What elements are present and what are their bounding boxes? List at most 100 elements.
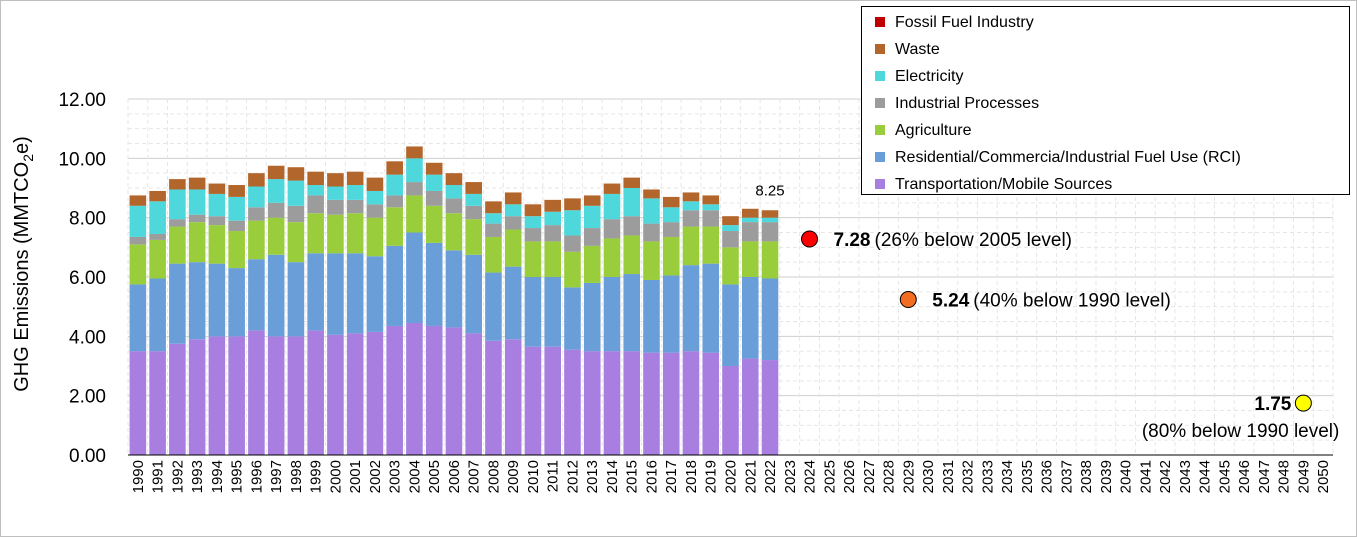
bar-segment: [504, 266, 522, 340]
bar-segment: [722, 366, 739, 455]
x-tick-label: 2017: [663, 460, 680, 493]
x-tick-label: 2031: [940, 460, 957, 493]
bar-stack-2021: [741, 208, 759, 455]
legend-box: [861, 6, 1350, 195]
bar-segment: [267, 179, 285, 203]
bar-segment: [188, 262, 206, 340]
bar-segment: [544, 211, 562, 226]
bar-segment: [564, 198, 581, 211]
bar-segment: [366, 256, 384, 332]
bar-segment: [425, 205, 443, 243]
x-tick-label: 2036: [1039, 460, 1056, 493]
target-note: (26% below 2005 level): [875, 230, 1073, 251]
x-tick-label: 2022: [762, 460, 779, 493]
stacked-bars: [129, 146, 779, 455]
bar-segment: [129, 195, 147, 206]
bar-segment: [603, 277, 621, 352]
x-tick-label: 2035: [1019, 460, 1036, 493]
legend: Fossil Fuel Industry Waste Electricity Indu…: [861, 6, 1350, 195]
bar-segment: [287, 167, 305, 181]
bar-segment: [662, 222, 680, 237]
bar-segment: [386, 174, 403, 196]
bar-segment: [465, 333, 482, 455]
x-tick-label: 2009: [505, 460, 522, 493]
bar-segment: [307, 253, 324, 331]
bar-segment: [643, 279, 660, 353]
bar-segment: [445, 185, 463, 199]
bar-segment: [603, 219, 621, 239]
target-annotation: 5.24 (40% below 1990 level): [932, 291, 1171, 312]
bar-segment: [741, 222, 759, 242]
bar-stack-2002: [366, 177, 384, 455]
bar-segment: [524, 228, 542, 242]
bar-segment: [682, 351, 700, 455]
target-value: 1.75: [1254, 394, 1291, 415]
x-tick-label: 2050: [1315, 460, 1332, 493]
bar-segment: [346, 253, 364, 334]
x-tick-label: 2046: [1236, 460, 1253, 493]
x-tick-label: 2013: [584, 460, 601, 493]
legend-swatch: [875, 71, 885, 81]
bar-segment: [366, 177, 384, 191]
bar-segment: [228, 185, 245, 197]
bar-segment: [544, 277, 562, 347]
bar-segment: [327, 253, 344, 335]
bar-segment: [465, 205, 482, 220]
target-note: (40% below 1990 level): [973, 291, 1171, 312]
bar-segment: [643, 352, 660, 455]
y-tick-label: 8.00: [69, 209, 106, 230]
bar-segment: [682, 226, 700, 266]
bar-segment: [129, 236, 147, 245]
bar-segment: [682, 210, 700, 227]
bar-segment: [564, 235, 581, 252]
x-tick-label: 2011: [545, 460, 562, 492]
bar-stack-2000: [327, 173, 344, 455]
target-note: (80% below 1990 level): [1142, 421, 1340, 442]
legend-item: Fossil Fuel Industry: [875, 14, 1034, 31]
bar-stack-2011: [544, 199, 562, 455]
bar-segment: [702, 204, 720, 211]
bar-segment: [169, 263, 186, 344]
legend-swatch: [875, 44, 885, 54]
target-value: 5.24: [932, 291, 969, 312]
bar-segment: [169, 226, 186, 264]
bar-segment: [485, 272, 502, 341]
bar-segment: [623, 216, 641, 236]
bar-segment: [188, 177, 206, 190]
bar-segment: [366, 204, 384, 218]
legend-item: Industrial Processes: [875, 95, 1039, 112]
bar-segment: [228, 268, 245, 337]
bar-segment: [722, 225, 739, 232]
bar-segment: [307, 185, 324, 196]
x-tick-label: 2000: [327, 460, 344, 493]
bar-segment: [406, 182, 423, 196]
bar-segment: [267, 217, 285, 255]
bar-segment: [346, 333, 364, 455]
bar-segment: [504, 229, 522, 267]
bar-value-label: 8.25: [755, 182, 784, 199]
bar-segment: [623, 235, 641, 275]
bar-segment: [169, 179, 186, 190]
bar-segment: [564, 251, 581, 288]
bar-segment: [386, 325, 403, 455]
bar-segment: [406, 232, 423, 323]
x-tick-label: 2039: [1098, 460, 1115, 493]
bar-stack-1990: [129, 195, 147, 455]
legend-swatch: [875, 125, 885, 135]
bar-segment: [188, 222, 206, 263]
x-tick-label: 2023: [782, 460, 799, 493]
bar-segment: [406, 146, 423, 159]
bar-segment: [682, 265, 700, 352]
bar-stack-2003: [386, 161, 403, 455]
x-tick-label: 2004: [406, 460, 423, 493]
x-tick-label: 2006: [446, 460, 463, 493]
x-tick-label: 2049: [1295, 460, 1312, 493]
bar-segment: [485, 236, 502, 273]
bar-segment: [248, 186, 265, 208]
x-tick-label: 2043: [1177, 460, 1194, 493]
bar-segment: [643, 189, 660, 199]
bar-segment: [643, 241, 660, 280]
bar-segment: [524, 346, 542, 455]
bar-segment: [524, 216, 542, 229]
bar-stack-2014: [603, 183, 621, 455]
